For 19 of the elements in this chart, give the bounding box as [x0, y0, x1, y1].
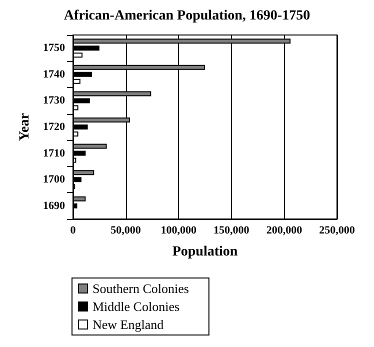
y-axis-title: Year [18, 113, 33, 141]
x-tick-label: 150,000 [214, 224, 250, 236]
y-tick-label: 1710 [43, 147, 66, 160]
x-tick-label: 200,000 [266, 224, 303, 236]
y-tick-label: 1740 [43, 68, 66, 80]
y-tick-label: 1690 [43, 200, 66, 212]
legend-label: Southern Colonies [92, 281, 189, 296]
x-tick-label: 250,000 [319, 224, 356, 236]
y-tick-label: 1700 [43, 174, 66, 186]
chart-title: African-American Population, 1690-1750 [64, 8, 310, 24]
x-axis-title: Population [172, 244, 238, 260]
y-tick-label: 1720 [43, 121, 66, 133]
y-tick-label: 1750 [43, 42, 66, 54]
y-tick-label: 1730 [43, 94, 66, 107]
x-tick-label: 50,000 [110, 224, 142, 236]
x-tick-label: 0 [70, 224, 76, 236]
x-tick-label: 100,000 [160, 224, 197, 236]
legend-label: New England [92, 317, 164, 332]
legend-label: Middle Colonies [92, 299, 180, 314]
